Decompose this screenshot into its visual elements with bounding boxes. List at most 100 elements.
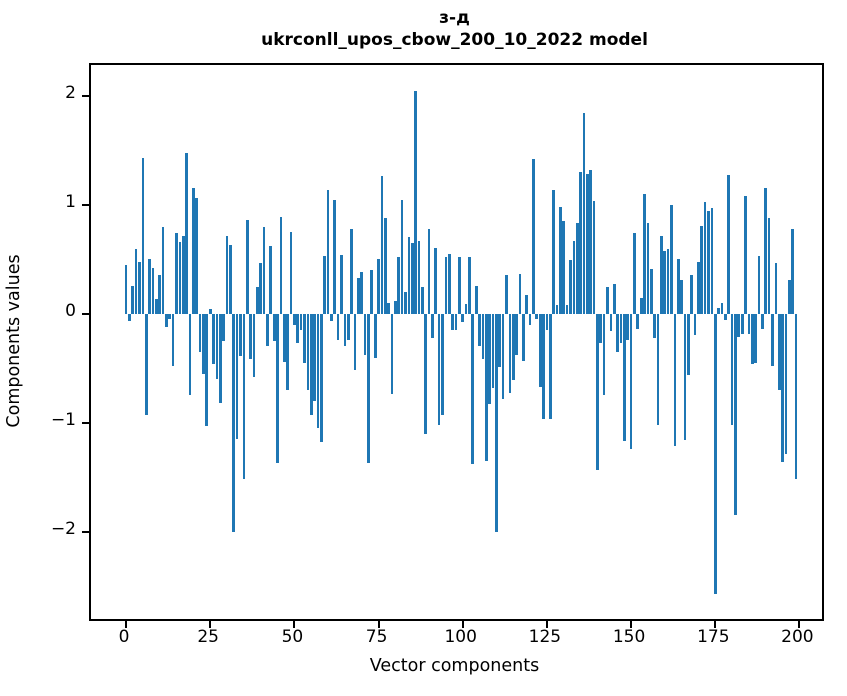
- bar-component-190: [764, 188, 768, 314]
- bar-component-60: [326, 190, 330, 314]
- bar-component-100: [461, 313, 465, 323]
- bar-component-155: [646, 223, 650, 314]
- bar-component-186: [750, 313, 754, 364]
- bar-component-34: [239, 313, 242, 357]
- bar-component-153: [639, 298, 643, 314]
- x-axis-label: Vector components: [369, 656, 540, 676]
- bar-component-121: [532, 158, 535, 314]
- bar-component-23: [202, 313, 205, 374]
- plot-area: [82, 63, 824, 628]
- bar-component-36: [245, 219, 249, 314]
- bar-component-96: [447, 253, 451, 314]
- bar-component-135: [579, 171, 582, 314]
- x-tick-label-75: 75: [365, 627, 388, 647]
- bar-component-21: [195, 198, 199, 314]
- bar-component-37: [249, 313, 252, 360]
- x-tick-75: [377, 621, 380, 628]
- bar-component-80: [394, 300, 397, 314]
- bar-component-48: [286, 313, 289, 390]
- x-tick-200: [798, 621, 801, 628]
- bar-component-85: [410, 242, 414, 314]
- bar-component-89: [424, 313, 428, 434]
- bar-component-39: [255, 287, 259, 314]
- bar-component-46: [279, 216, 283, 314]
- bar-component-198: [791, 228, 795, 314]
- bar-component-26: [212, 313, 215, 364]
- bar-component-184: [744, 195, 747, 314]
- bar-component-118: [521, 313, 525, 361]
- bar-component-47: [282, 313, 286, 362]
- bar-component-70: [360, 272, 364, 314]
- bar-component-88: [420, 287, 424, 314]
- bar-component-113: [505, 275, 508, 314]
- bar-component-53: [303, 313, 306, 363]
- bar-component-139: [592, 201, 596, 314]
- bar-component-144: [609, 313, 613, 332]
- bar-component-69: [357, 277, 360, 314]
- bar-component-6: [144, 313, 148, 416]
- bar-component-177: [720, 302, 724, 314]
- bar-component-137: [585, 174, 589, 314]
- bar-component-17: [181, 236, 185, 314]
- bar-component-38: [252, 313, 256, 377]
- bar-component-188: [757, 255, 761, 314]
- bar-component-149: [626, 313, 630, 340]
- bar-component-8: [151, 267, 155, 314]
- bar-component-55: [309, 313, 313, 416]
- bar-component-105: [478, 313, 481, 347]
- bar-component-166: [683, 313, 687, 441]
- bar-component-102: [468, 256, 471, 314]
- bar-component-14: [171, 313, 175, 366]
- bar-component-141: [599, 313, 603, 344]
- bar-component-101: [464, 303, 468, 314]
- bar-component-194: [777, 313, 781, 390]
- bar-component-59: [323, 255, 327, 314]
- bar-component-189: [761, 313, 764, 329]
- bar-component-93: [437, 313, 441, 425]
- bar-component-146: [616, 313, 619, 352]
- y-tick-−2: [82, 530, 89, 533]
- bar-component-115: [511, 313, 515, 381]
- bar-component-75: [377, 259, 380, 314]
- bar-component-185: [747, 313, 751, 335]
- bar-component-90: [427, 228, 431, 314]
- bar-component-1: [128, 313, 131, 322]
- bar-component-33: [235, 313, 239, 440]
- bar-component-174: [710, 207, 714, 314]
- bar-component-127: [552, 190, 555, 314]
- bar-component-19: [188, 313, 192, 396]
- bar-component-44: [272, 313, 276, 341]
- bar-component-79: [390, 313, 394, 395]
- bar-component-9: [154, 299, 158, 314]
- x-tick-label-25: 25: [197, 627, 219, 647]
- bar-component-49: [289, 231, 293, 314]
- bar-component-72: [367, 313, 370, 464]
- x-tick-label-175: 175: [697, 627, 730, 647]
- bar-component-30: [225, 236, 229, 314]
- bar-component-42: [266, 313, 269, 347]
- bar-component-123: [538, 313, 542, 387]
- bar-component-171: [700, 226, 704, 314]
- bar-component-138: [589, 169, 593, 314]
- bar-component-120: [528, 313, 532, 325]
- bar-component-109: [491, 313, 495, 388]
- bar-component-10: [158, 275, 162, 314]
- x-tick-label-0: 0: [118, 627, 130, 647]
- x-tick-label-200: 200: [781, 627, 814, 647]
- bar-component-22: [198, 313, 202, 352]
- bar-component-180: [730, 313, 734, 425]
- bar-component-111: [498, 313, 502, 368]
- bar-component-13: [168, 313, 172, 320]
- bar-component-15: [175, 232, 178, 314]
- bar-component-169: [693, 313, 697, 336]
- bar-component-142: [602, 313, 606, 396]
- bar-component-187: [754, 313, 757, 363]
- bar-component-108: [488, 313, 491, 405]
- bar-component-67: [350, 228, 353, 314]
- bar-component-114: [508, 313, 512, 394]
- bar-component-50: [293, 313, 296, 325]
- bar-component-65: [343, 313, 347, 347]
- bar-component-54: [306, 313, 310, 390]
- bar-component-20: [192, 188, 195, 314]
- y-tick-1: [82, 203, 89, 206]
